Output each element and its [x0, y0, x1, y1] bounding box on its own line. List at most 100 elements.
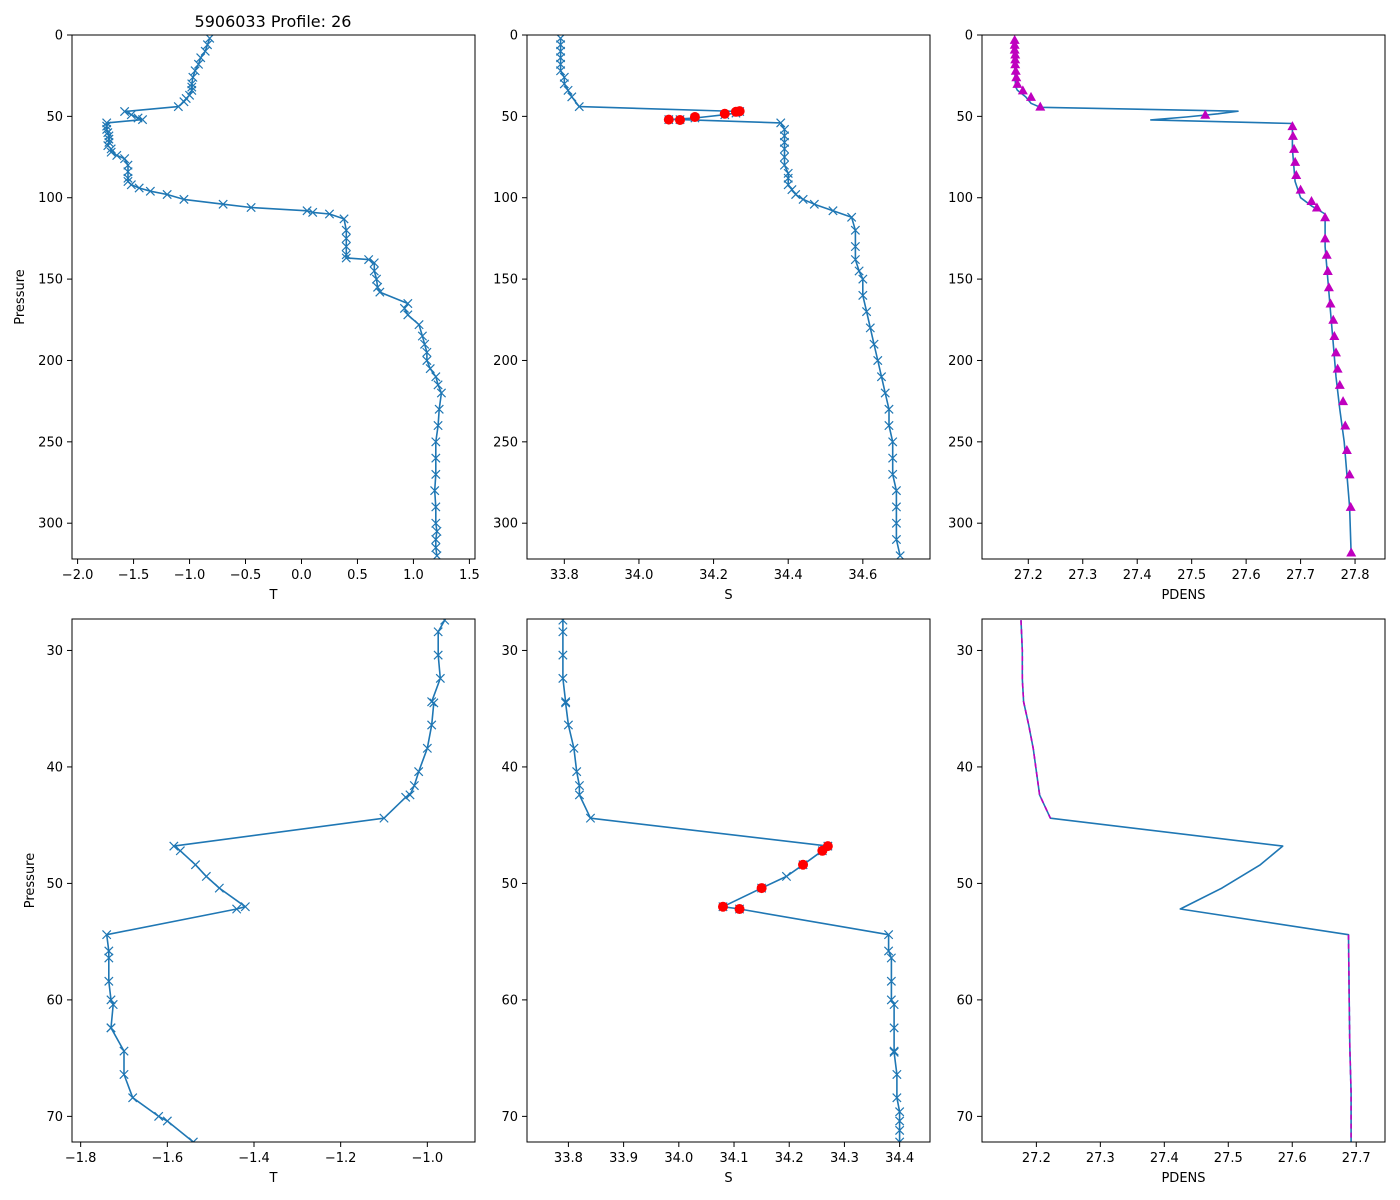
- plot-area: [102, 619, 450, 1142]
- x-tick-label: −1.8: [65, 1151, 97, 1166]
- data-point-flagged: [734, 904, 745, 915]
- x-tick-label: 27.8: [1341, 568, 1370, 583]
- data-point-x-marker: [372, 282, 383, 292]
- series-line-s-profile-zoom: [562, 620, 901, 1142]
- plot-area: [558, 619, 905, 1142]
- data-point-x-marker: [414, 766, 424, 777]
- data-point-x-marker: [559, 72, 569, 82]
- data-point-x-marker: [308, 207, 318, 218]
- data-point-x-marker: [218, 199, 228, 209]
- y-tick-label: 70: [46, 1110, 63, 1125]
- data-point-x-marker: [405, 790, 415, 800]
- data-point-triangle: [1009, 44, 1020, 54]
- x-axis-label: S: [724, 588, 732, 603]
- data-point-x-marker: [429, 698, 439, 708]
- data-point-x-marker: [106, 144, 116, 154]
- y-tick-label: 0: [965, 29, 973, 44]
- chart-panel-top-left: −2.0 −1.5 −1.0 −0.5 0.0 0.5 1.0 1.5 0 50 100 150 200…: [13, 29, 480, 604]
- data-point-flagged: [719, 108, 730, 119]
- data-point-x-marker: [119, 106, 130, 117]
- data-point-x-marker: [173, 101, 183, 112]
- x-tick-label: 27.3: [1086, 1151, 1115, 1166]
- data-point-x-marker: [102, 124, 112, 135]
- data-point-x-marker: [555, 59, 566, 69]
- data-point-x-marker: [431, 453, 441, 463]
- data-point-x-marker: [137, 114, 148, 125]
- data-point-x-marker: [850, 254, 860, 265]
- data-point-x-marker: [126, 180, 136, 190]
- data-point-triangle: [1321, 249, 1332, 259]
- data-point-x-marker: [555, 46, 566, 56]
- data-point-triangle: [1320, 233, 1331, 243]
- y-tick-label: 60: [956, 993, 973, 1008]
- data-point-triangle: [1200, 109, 1211, 119]
- x-tick-label: 27.2: [1022, 1151, 1051, 1166]
- data-point-x-marker: [128, 1093, 138, 1103]
- plot-area: [102, 35, 447, 559]
- data-point-x-marker: [574, 101, 584, 112]
- y-tick-label: 300: [948, 517, 973, 532]
- x-tick-label: −0.5: [230, 568, 262, 583]
- data-point-x-marker: [179, 194, 189, 204]
- data-point-x-marker: [779, 144, 790, 154]
- x-axis-label: T: [269, 1171, 278, 1186]
- data-point-x-marker: [880, 388, 890, 398]
- data-point-flagged: [798, 859, 809, 870]
- y-tick-label: 70: [956, 1110, 973, 1125]
- data-point-flagged: [730, 106, 741, 117]
- data-point-x-marker: [585, 813, 596, 823]
- data-point-x-marker: [895, 1107, 905, 1117]
- y-tick-label: 300: [493, 517, 518, 532]
- data-point-x-marker: [104, 946, 114, 956]
- y-tick-label: 100: [493, 191, 518, 206]
- data-point-flagged: [689, 112, 700, 123]
- x-axis-label: T: [269, 588, 278, 603]
- data-point-x-marker: [783, 180, 793, 190]
- chart-panel-top-middle: 33.8 34.0 34.2 34.4 34.6 0 50 100 150 200 250 300 S: [493, 29, 931, 603]
- data-point-triangle: [1330, 347, 1341, 357]
- data-point-triangle: [1329, 331, 1340, 341]
- data-point-triangle: [1010, 49, 1021, 59]
- data-point-x-marker: [854, 266, 864, 276]
- data-point-flagged: [717, 901, 728, 912]
- data-point-x-marker: [187, 85, 197, 95]
- data-point-x-marker: [201, 871, 211, 882]
- data-point-triangle: [1287, 130, 1298, 140]
- x-tick-label: −1.0: [174, 568, 206, 583]
- data-point-x-marker: [200, 46, 210, 56]
- data-point-x-marker: [162, 189, 172, 200]
- data-point-x-marker: [104, 976, 114, 986]
- data-point-x-marker: [791, 189, 801, 200]
- data-point-x-marker: [567, 92, 577, 102]
- data-point-x-marker: [431, 534, 441, 545]
- axes-frame: [526, 618, 931, 1143]
- data-point-x-marker: [196, 53, 206, 63]
- data-point-x-marker: [787, 184, 797, 195]
- data-point-x-marker: [869, 339, 879, 349]
- data-point-x-marker: [431, 542, 441, 553]
- y-tick-label: 150: [948, 273, 973, 288]
- data-point-x-marker: [563, 85, 573, 95]
- data-point-x-marker: [561, 698, 571, 708]
- data-point-triangle: [1017, 85, 1028, 95]
- data-point-x-marker: [102, 118, 112, 128]
- chart-panel-bottom-middle: 33.8 33.9 34.0 34.1 34.2 34.3 34.4 30 40 50 60 70 S: [501, 618, 931, 1186]
- data-point-x-marker: [240, 902, 250, 912]
- y-axis-label: Pressure: [13, 269, 28, 325]
- data-point-x-marker: [558, 650, 568, 660]
- data-point-x-marker: [889, 999, 899, 1010]
- data-point-x-marker: [440, 619, 450, 625]
- axes-frame: [71, 34, 476, 560]
- data-point-x-marker: [883, 930, 894, 940]
- y-tick-label: 250: [38, 435, 63, 450]
- x-tick-label: −1.0: [412, 1151, 444, 1166]
- data-point-x-marker: [850, 241, 860, 252]
- data-point-x-marker: [434, 404, 444, 414]
- data-point-x-marker: [401, 792, 411, 802]
- x-tick-label: 34.4: [885, 1151, 914, 1166]
- data-point-x-marker: [558, 673, 568, 684]
- data-point-x-marker: [781, 871, 792, 882]
- x-tick-label: 33.8: [554, 1151, 583, 1166]
- data-point-x-marker: [431, 469, 441, 480]
- plot-area: [1009, 35, 1357, 557]
